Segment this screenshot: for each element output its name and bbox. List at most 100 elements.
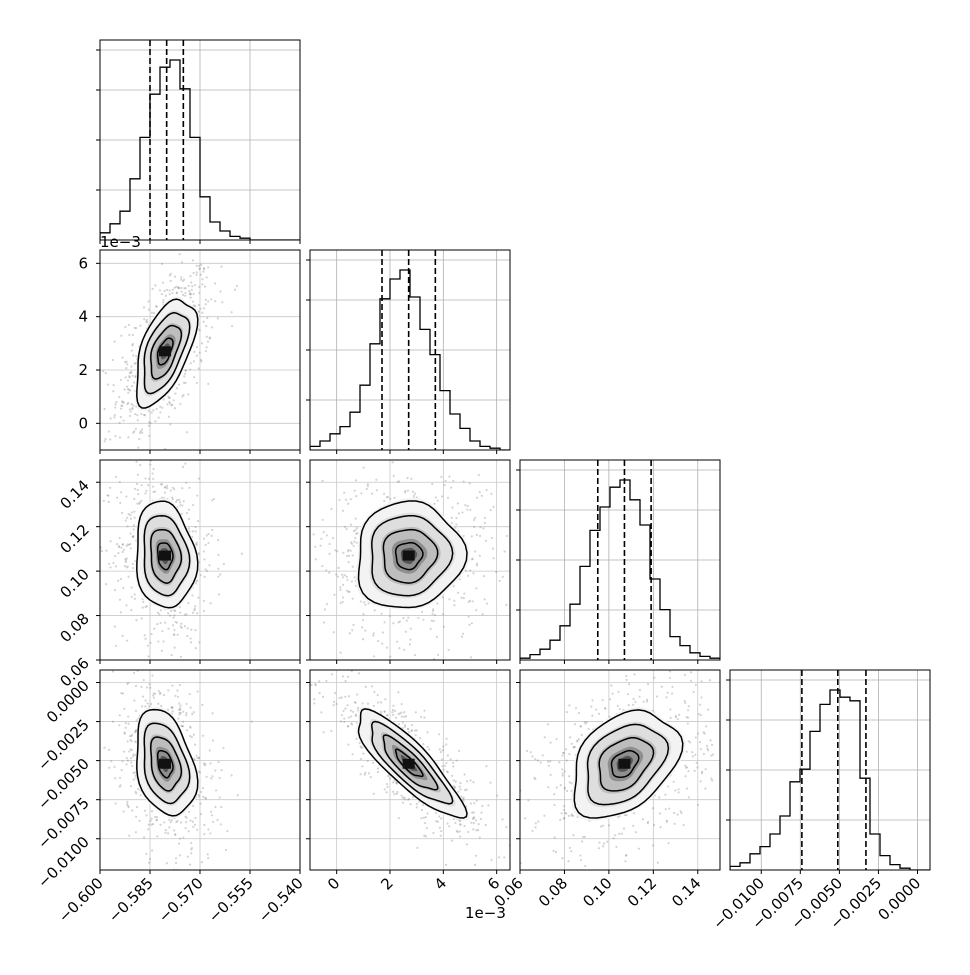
scatter-point <box>321 564 324 568</box>
scatter-point <box>191 535 194 538</box>
scatter-point <box>415 802 418 805</box>
scatter-point <box>469 875 471 877</box>
scatter-point <box>376 767 380 770</box>
scatter-point <box>358 741 361 745</box>
scatter-point <box>168 274 171 277</box>
scatter-point <box>301 670 303 672</box>
scatter-point <box>431 612 434 615</box>
scatter-point <box>407 798 410 801</box>
scatter-point <box>167 627 170 630</box>
scatter-point <box>459 823 462 826</box>
scatter-point <box>210 534 213 537</box>
scatter-point <box>198 267 201 270</box>
scatter-point <box>485 765 488 768</box>
scatter-point <box>236 232 238 234</box>
scatter-point <box>209 762 212 765</box>
contour-line <box>156 337 174 366</box>
scatter-point <box>112 561 115 565</box>
scatter-point <box>133 430 136 433</box>
scatter-point <box>498 579 501 583</box>
scatter-point <box>182 836 185 839</box>
scatter-point <box>147 409 150 412</box>
scatter-point <box>445 743 448 746</box>
scatter-point <box>124 519 127 522</box>
scatter-point <box>184 287 187 290</box>
scatter-point <box>182 720 185 723</box>
scatter-point <box>209 832 212 835</box>
scatter-point <box>189 641 193 644</box>
scatter-point <box>135 806 139 809</box>
scatter-point <box>584 722 587 725</box>
scatter-point <box>622 827 626 830</box>
contour-line <box>156 749 174 779</box>
scatter-point <box>341 675 345 678</box>
scatter-point <box>420 808 424 812</box>
scatter-point <box>522 896 524 898</box>
scatter-point <box>484 823 487 827</box>
scatter-point <box>178 501 182 504</box>
scatter-point <box>156 611 160 614</box>
scatter-point <box>468 623 471 626</box>
scatter-point <box>348 554 351 557</box>
contour-line <box>598 737 655 792</box>
scatter-point <box>152 696 155 699</box>
scatter-point <box>470 821 473 824</box>
scatter-point <box>472 816 475 819</box>
scatter-point <box>333 700 336 703</box>
scatter-point <box>185 481 188 484</box>
scatter-point <box>114 565 118 568</box>
scatter-point <box>361 746 364 749</box>
scatter-point <box>132 778 135 781</box>
scatter-point <box>188 486 191 489</box>
scatter-point <box>130 734 133 738</box>
scatter-point <box>581 835 585 839</box>
density-layer <box>469 670 715 898</box>
scatter-point <box>118 436 122 439</box>
scatter-point <box>128 414 131 418</box>
scatter-point <box>328 552 331 555</box>
scatter-point <box>469 802 472 805</box>
density-peak <box>159 758 171 769</box>
scatter-point <box>598 841 601 844</box>
scatter-point <box>195 544 198 547</box>
scatter-point <box>372 632 375 635</box>
scatter-point <box>113 414 116 417</box>
scatter-point <box>347 716 351 719</box>
histogram-step-p3 <box>730 689 930 870</box>
scatter-point <box>700 772 704 775</box>
scatter-point <box>383 621 386 624</box>
scatter-point <box>361 619 365 622</box>
scatter-point <box>451 506 454 509</box>
scatter-point <box>625 814 628 817</box>
scatter-point <box>138 502 141 505</box>
scatter-point <box>417 451 419 453</box>
scatter-point <box>534 826 537 829</box>
scatter-point <box>346 578 349 582</box>
scatter-point <box>127 401 130 405</box>
scatter-point <box>137 446 140 449</box>
scatter-point <box>205 775 208 778</box>
scatter-point <box>145 605 148 608</box>
scatter-point <box>379 710 383 713</box>
scatter-point <box>696 766 699 769</box>
scatter-point <box>150 411 153 414</box>
scatter-point <box>371 492 374 495</box>
density-layer <box>100 460 243 658</box>
scatter-point <box>109 486 112 489</box>
scatter-point <box>210 777 213 780</box>
scatter-point <box>189 362 192 365</box>
scatter-point <box>190 288 193 292</box>
scatter-point <box>199 273 202 276</box>
scatter-point <box>696 803 700 807</box>
scatter-point <box>354 517 357 520</box>
scatter-point <box>463 788 467 792</box>
scatter-point <box>341 576 345 579</box>
scatter-point <box>346 554 349 558</box>
scatter-point <box>147 828 150 831</box>
scatter-point <box>118 395 121 399</box>
scatter-point <box>459 781 462 785</box>
scatter-point <box>442 768 445 771</box>
scatter-point <box>470 535 473 538</box>
scatter-point <box>325 603 328 606</box>
